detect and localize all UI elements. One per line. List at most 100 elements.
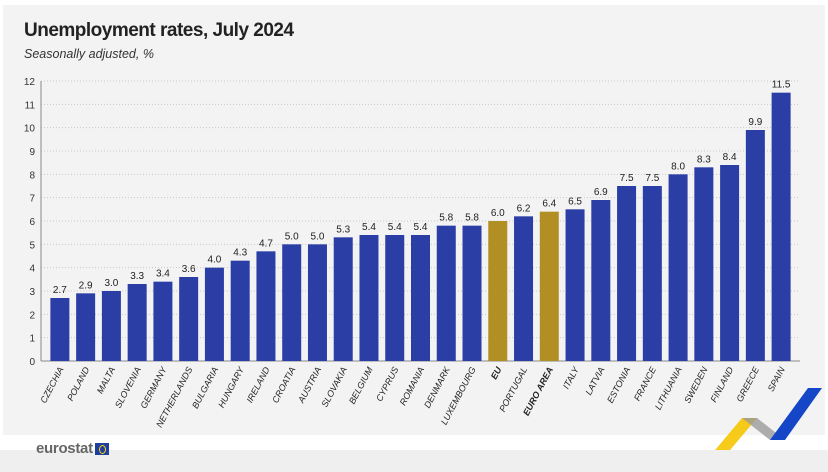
bar-croatia	[282, 244, 302, 361]
data-label: 5.4	[414, 222, 428, 233]
data-label: 4.3	[233, 248, 247, 259]
data-label: 5.0	[285, 231, 299, 242]
bar-italy	[565, 209, 585, 361]
x-tick-label: POLAND	[65, 365, 91, 403]
x-tick-label: FRANCE	[632, 364, 659, 402]
y-tick-label: 6	[29, 217, 35, 228]
data-label: 9.9	[748, 117, 762, 128]
x-tick-label: ITALY	[561, 364, 581, 390]
chart-title: Unemployment rates, July 2024	[24, 20, 294, 41]
data-label: 5.0	[311, 231, 325, 242]
data-label: 7.5	[645, 173, 659, 184]
bar-germany	[153, 281, 173, 361]
data-label: 6.0	[491, 208, 505, 219]
data-label: 6.4	[542, 199, 556, 210]
x-tick-label: LATVIA	[583, 365, 606, 397]
data-label: 2.9	[79, 280, 93, 291]
bar-cyprus	[385, 235, 405, 361]
data-label: 7.5	[620, 173, 634, 184]
x-tick-label: CZECHIA	[38, 365, 65, 405]
bar-finland	[720, 165, 740, 361]
data-label: 11.5	[772, 80, 791, 91]
x-tick-label: LITHUANIA	[653, 365, 684, 411]
data-label: 8.3	[697, 154, 711, 165]
y-tick-label: 0	[29, 357, 35, 368]
data-label: 4.0	[207, 255, 221, 266]
data-label: 6.9	[594, 187, 608, 198]
chart-subtitle: Seasonally adjusted, %	[24, 47, 154, 61]
y-tick-label: 9	[29, 147, 35, 158]
x-tick-label: ESTONIA	[605, 365, 632, 404]
data-label: 8.4	[723, 152, 737, 163]
bar-euro-area	[539, 211, 559, 361]
logo-text: eurostat	[36, 440, 93, 457]
data-label: 5.3	[336, 224, 350, 235]
bar-spain	[771, 92, 791, 362]
bar-austria	[307, 244, 327, 361]
x-tick-label: HUNGARY	[216, 364, 246, 409]
x-tick-label: SLOVAKIA	[319, 365, 349, 409]
y-tick-label: 3	[29, 287, 35, 298]
data-label: 6.2	[517, 203, 531, 214]
data-label: 3.0	[104, 278, 118, 289]
bar-hungary	[230, 260, 250, 361]
x-tick-label: SWEDEN	[682, 365, 710, 405]
bar-romania	[411, 235, 430, 361]
bar-czechia	[50, 298, 70, 361]
bar-latvia	[591, 200, 611, 361]
x-tick-label: MALTA	[95, 365, 117, 395]
bar-ireland	[256, 251, 276, 361]
data-label: 4.7	[259, 238, 273, 249]
x-tick-label: SPAIN	[766, 365, 787, 393]
bar-denmark	[436, 225, 456, 361]
x-tick-label: AUSTRIA	[296, 365, 324, 405]
data-label: 3.6	[182, 264, 196, 275]
bar-france	[642, 186, 662, 361]
data-label: 5.4	[388, 222, 402, 233]
y-tick-label: 8	[29, 170, 35, 181]
eu-flag-icon	[94, 442, 109, 455]
data-label: 3.3	[130, 271, 144, 282]
bar-estonia	[617, 186, 637, 361]
bar-malta	[101, 291, 121, 361]
bar-lithuania	[668, 174, 688, 361]
y-tick-label: 1	[29, 334, 35, 345]
bar-netherlands	[179, 277, 199, 361]
data-label: 8.0	[671, 161, 685, 172]
y-tick-label: 2	[29, 310, 35, 321]
footer-strip	[0, 450, 828, 472]
x-tick-label: CROATIA	[270, 365, 297, 404]
y-tick-label: 7	[29, 194, 35, 205]
x-tick-label: ROMANIA	[398, 365, 427, 407]
eurostat-logo: eurostat	[36, 440, 109, 457]
y-tick-label: 4	[29, 264, 35, 275]
bar-bulgaria	[204, 267, 224, 361]
x-tick-label: IRELAND	[245, 365, 272, 405]
bar-eu	[488, 221, 508, 361]
bar-portugal	[514, 216, 534, 361]
chart-panel	[3, 5, 825, 435]
bar-slovakia	[333, 237, 353, 361]
y-tick-label: 5	[29, 240, 35, 251]
x-tick-label: GREECE	[734, 364, 761, 403]
bar-belgium	[359, 235, 379, 361]
data-label: 2.7	[53, 285, 67, 296]
data-label: 5.8	[439, 213, 453, 224]
x-tick-label: BULGARIA	[190, 365, 220, 410]
y-tick-label: 11	[25, 100, 36, 111]
data-label: 5.4	[362, 222, 376, 233]
data-label: 6.5	[568, 196, 582, 207]
bar-greece	[745, 130, 765, 361]
bar-slovenia	[127, 284, 147, 361]
x-tick-label: FINLAND	[708, 365, 735, 404]
x-tick-label: EU	[489, 365, 504, 381]
x-tick-label: BELGIUM	[347, 365, 375, 406]
y-tick-label: 10	[24, 124, 36, 135]
data-label: 5.8	[465, 213, 479, 224]
bar-luxembourg	[462, 225, 482, 361]
y-tick-label: 12	[24, 77, 36, 88]
data-label: 3.4	[156, 269, 170, 280]
bar-poland	[76, 293, 96, 361]
x-tick-label: SLOVENIA	[113, 365, 143, 409]
